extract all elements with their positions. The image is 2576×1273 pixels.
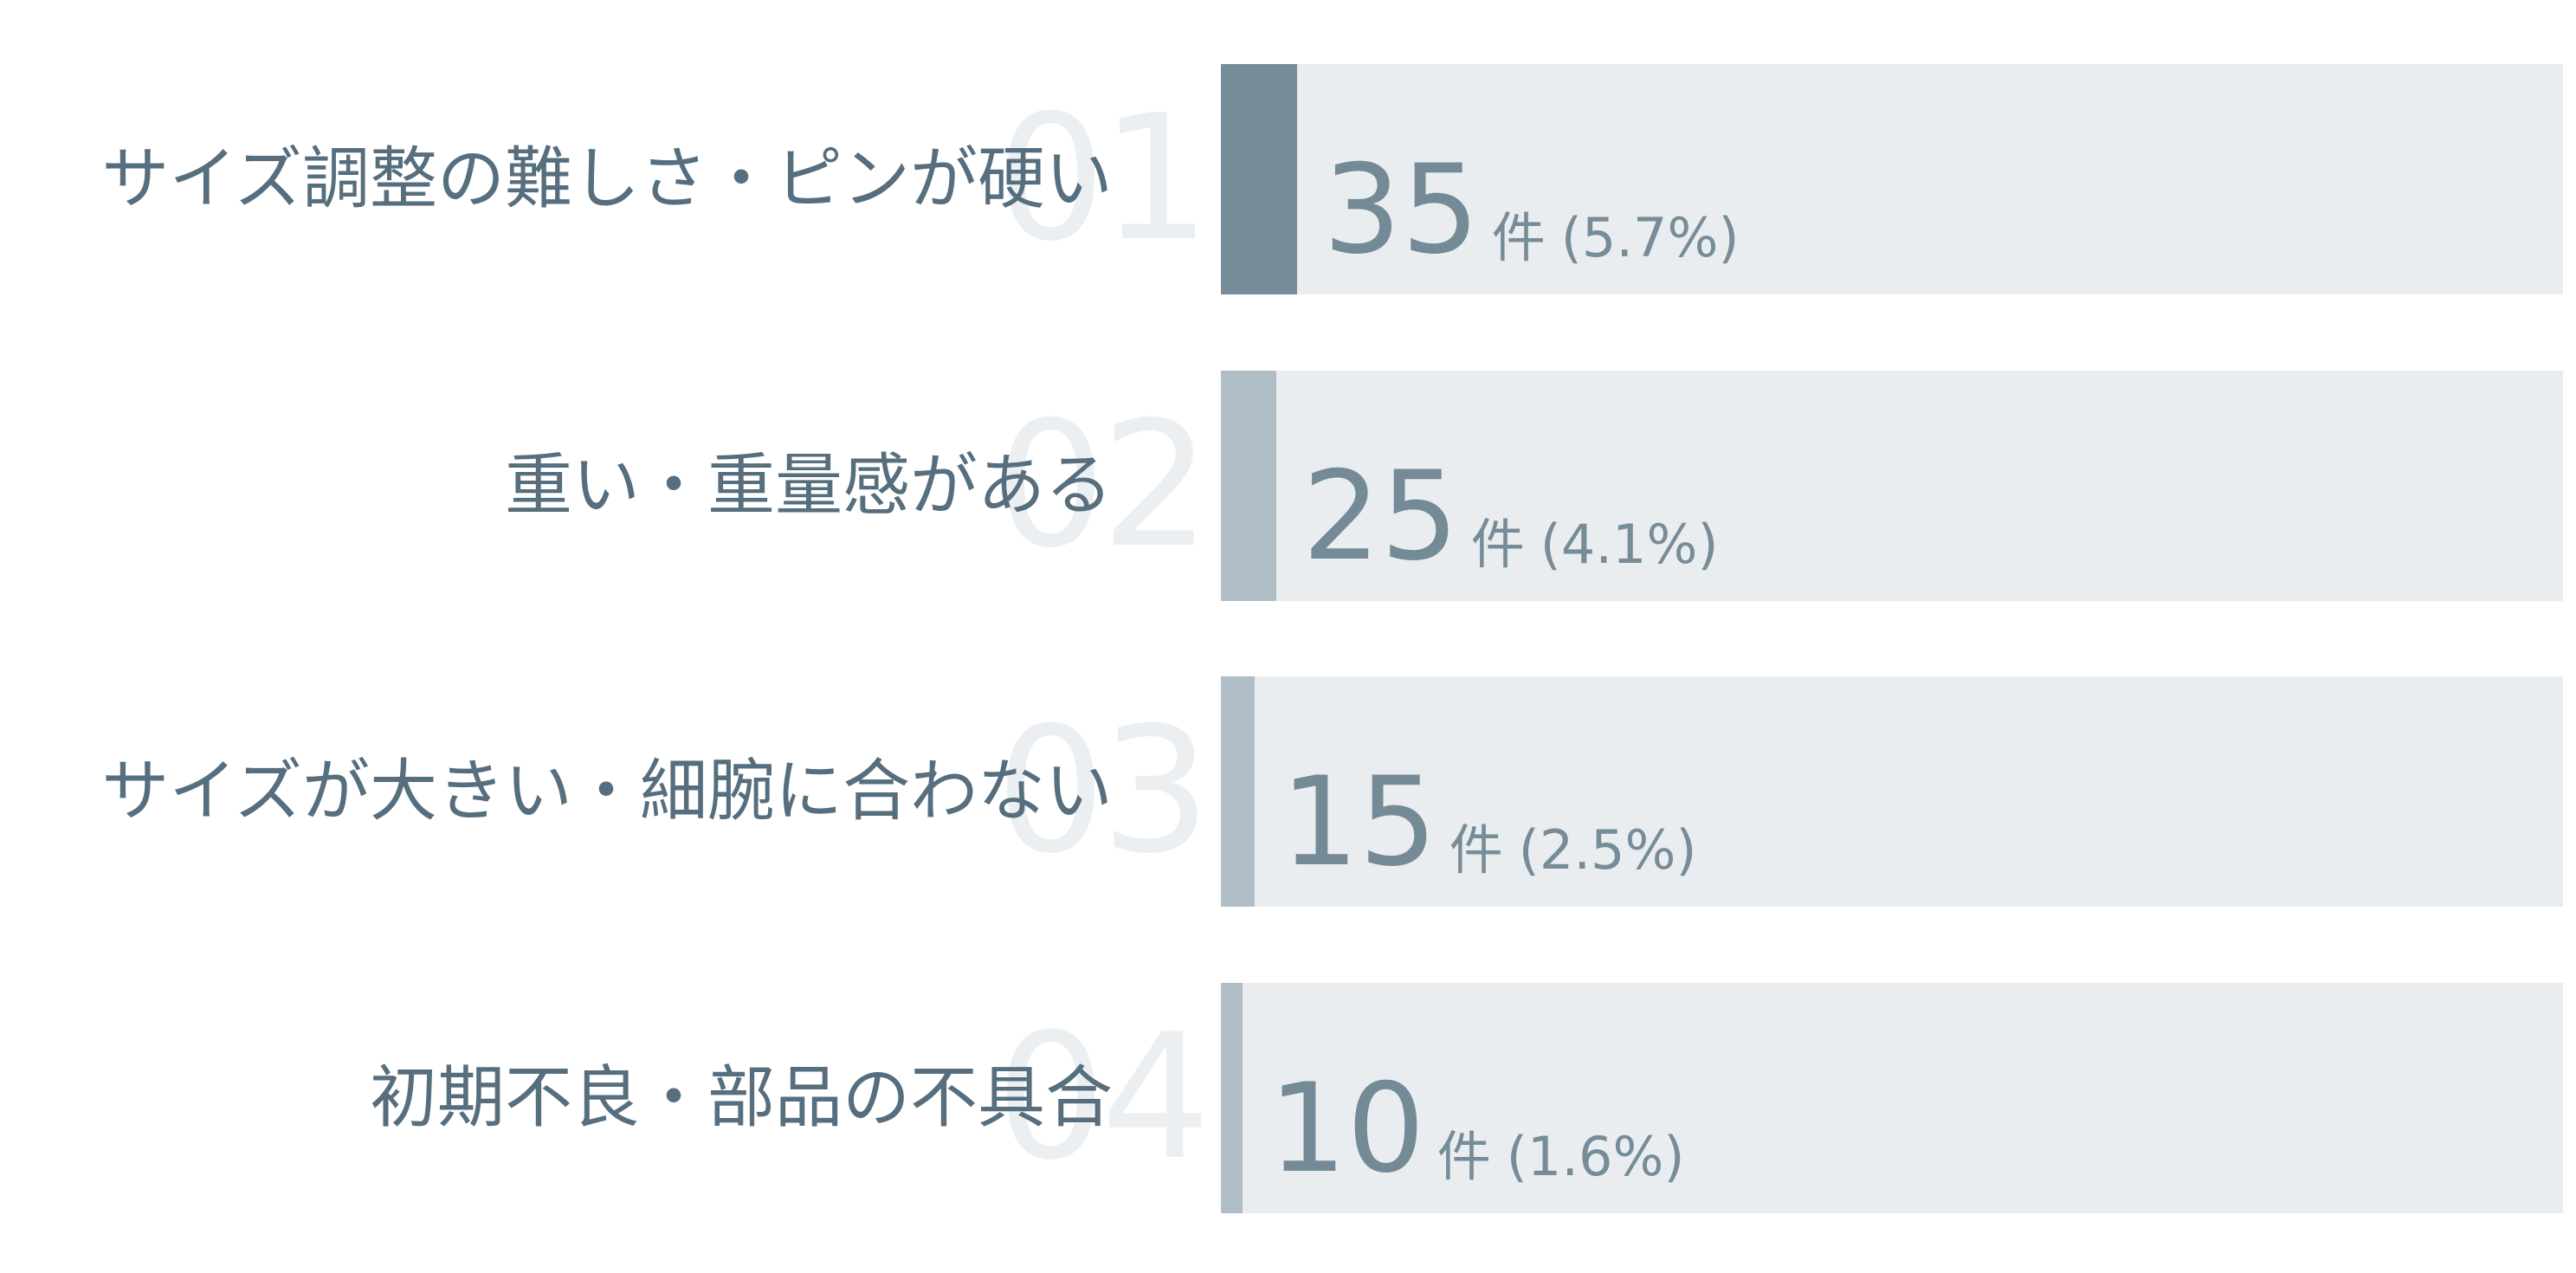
category-label: サイズ調整の難しさ・ピンが硬い xyxy=(101,140,1113,218)
category-label: 重い・重量感がある xyxy=(504,447,1113,525)
count-value: 25 xyxy=(1302,445,1459,588)
bar-track: 35 件 (5.7%) xyxy=(1221,64,2563,294)
count-value: 35 xyxy=(1323,139,1480,281)
bar xyxy=(1221,64,1297,294)
count-value: 15 xyxy=(1281,751,1437,894)
rank-number: 01 xyxy=(996,78,1211,280)
percent-value: (4.1%) xyxy=(1540,513,1719,576)
value-label: 35 件 (5.7%) xyxy=(1323,64,1740,294)
count-value: 10 xyxy=(1269,1057,1425,1200)
bar-track: 25 件 (4.1%) xyxy=(1221,371,2563,601)
value-label: 25 件 (4.1%) xyxy=(1302,371,1719,601)
bar-row: 01 サイズ調整の難しさ・ピンが硬い 35 件 (5.7%) xyxy=(0,64,2576,294)
value-label: 15 件 (2.5%) xyxy=(1281,676,1697,907)
count-unit: 件 xyxy=(1436,1125,1491,1188)
rank-number: 02 xyxy=(996,384,1211,586)
value-label: 10 件 (1.6%) xyxy=(1269,983,1685,1213)
bar xyxy=(1221,371,1276,601)
category-label: 初期不良・部品の不具合 xyxy=(369,1059,1113,1137)
bar xyxy=(1221,676,1255,907)
rank-number: 04 xyxy=(996,997,1211,1199)
count-unit: 件 xyxy=(1470,513,1525,576)
category-label: サイズが大きい・細腕に合わない xyxy=(101,753,1113,830)
bar-row: 02 重い・重量感がある 25 件 (4.1%) xyxy=(0,371,2576,601)
rank-number: 03 xyxy=(996,690,1211,892)
percent-value: (1.6%) xyxy=(1506,1125,1685,1188)
bar-track: 15 件 (2.5%) xyxy=(1221,676,2563,907)
count-unit: 件 xyxy=(1491,206,1546,269)
bar-track: 10 件 (1.6%) xyxy=(1221,983,2563,1213)
percent-value: (5.7%) xyxy=(1560,206,1740,269)
bar xyxy=(1221,983,1243,1213)
bar-row: 04 初期不良・部品の不具合 10 件 (1.6%) xyxy=(0,983,2576,1213)
count-unit: 件 xyxy=(1449,818,1503,882)
percent-value: (2.5%) xyxy=(1518,818,1697,882)
bar-row: 03 サイズが大きい・細腕に合わない 15 件 (2.5%) xyxy=(0,676,2576,907)
